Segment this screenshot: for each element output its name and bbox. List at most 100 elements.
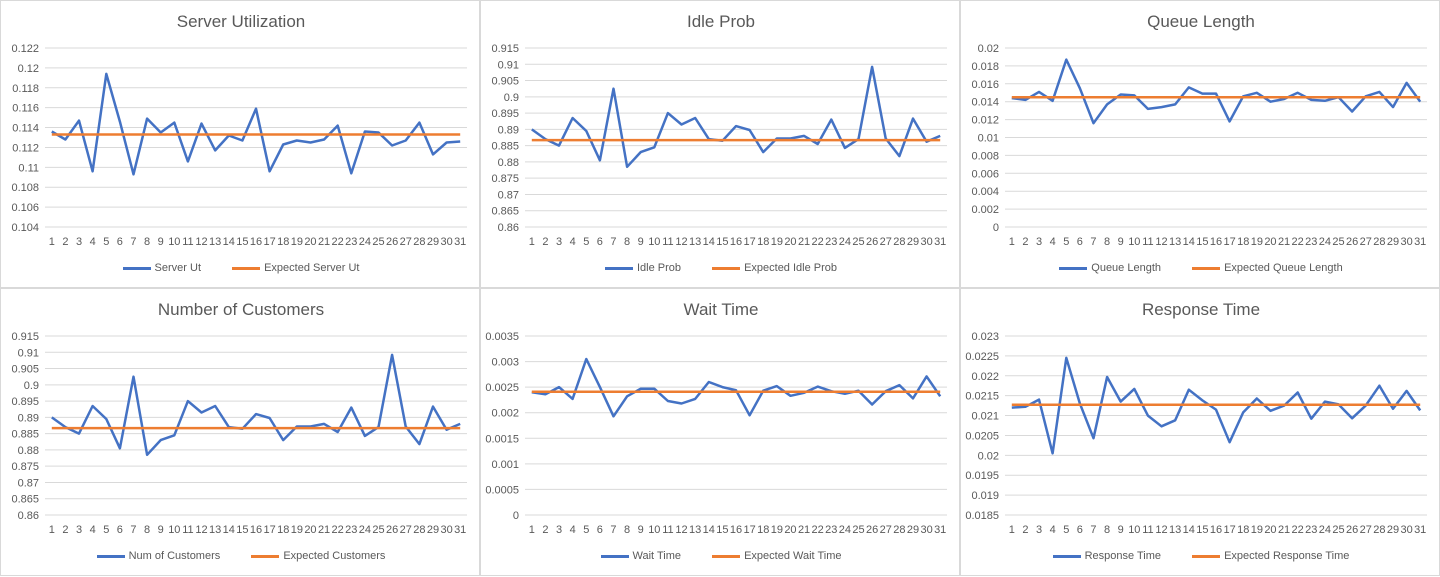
y-tick-label: 0.9 [504, 92, 519, 104]
x-tick-label: 24 [1319, 524, 1331, 536]
legend-entry-actual: Wait Time [600, 550, 682, 562]
x-tick-label: 29 [907, 236, 919, 248]
x-tick-label: 14 [223, 236, 235, 248]
x-tick-label: 2 [1022, 524, 1028, 536]
x-tick-label: 22 [332, 236, 344, 248]
x-tick-label: 31 [454, 236, 466, 248]
x-tick-label: 7 [130, 524, 136, 536]
legend-label: Expected Idle Prob [744, 262, 838, 274]
x-tick-label: 15 [236, 236, 248, 248]
x-tick-label: 1 [1009, 524, 1015, 536]
x-tick-label: 26 [866, 524, 878, 536]
x-tick-label: 31 [934, 524, 946, 536]
x-tick-label: 5 [583, 236, 589, 248]
y-tick-label: 0.018 [971, 61, 999, 73]
chart-legend: Idle Prob Expected Idle Prob [481, 262, 961, 274]
legend-entry-expected: Expected Queue Length [1192, 262, 1343, 274]
x-tick-label: 5 [583, 524, 589, 536]
x-tick-label: 3 [556, 236, 562, 248]
x-tick-label: 6 [1077, 524, 1083, 536]
x-tick-label: 12 [195, 236, 207, 248]
x-tick-label: 24 [1319, 236, 1331, 248]
chart-server-utilization: Server Utilization 0.104 0.106 0.108 0.11 0.… [0, 0, 480, 288]
x-tick-label: 20 [784, 524, 796, 536]
x-tick-label: 26 [1346, 236, 1358, 248]
legend-label: Num of Customers [128, 550, 221, 562]
x-tick-label: 18 [277, 236, 289, 248]
x-tick-label: 12 [1155, 236, 1167, 248]
x-tick-label: 22 [812, 236, 824, 248]
x-tick-label: 9 [1118, 524, 1124, 536]
legend-label: Wait Time [632, 550, 682, 562]
x-tick-label: 29 [1387, 524, 1399, 536]
x-tick-label: 25 [372, 236, 384, 248]
x-tick-label: 10 [168, 524, 180, 536]
x-tick-label: 20 [1264, 236, 1276, 248]
x-tick-label: 22 [812, 524, 824, 536]
chart-legend: Response Time Expected Response Time [961, 550, 1440, 562]
chart-queue-length: Queue Length 0 0.002 0.004 0.006 0.008 0.01 0.… [960, 0, 1440, 288]
legend-swatch [1192, 554, 1221, 558]
x-tick-label: 19 [1251, 236, 1263, 248]
x-tick-label: 19 [771, 236, 783, 248]
x-tick-label: 1 [1009, 236, 1015, 248]
x-tick-label: 10 [648, 524, 660, 536]
y-tick-label: 0.885 [11, 429, 39, 441]
x-tick-label: 29 [1387, 236, 1399, 248]
x-tick-label: 10 [1128, 524, 1140, 536]
x-tick-label: 13 [1169, 524, 1181, 536]
x-tick-label: 28 [413, 236, 425, 248]
x-tick-label: 7 [610, 236, 616, 248]
y-tick-label: 0.9 [24, 380, 39, 392]
y-tick-label: 0.895 [11, 396, 39, 408]
y-tick-label: 0.002 [491, 408, 519, 420]
chart-title: Number of Customers [157, 300, 325, 319]
x-tick-label: 5 [1063, 236, 1069, 248]
y-tick-label: 0.905 [491, 76, 519, 88]
x-tick-label: 8 [144, 236, 150, 248]
y-tick-label: 0.875 [11, 461, 39, 473]
x-tick-label: 4 [90, 236, 96, 248]
x-tick-label: 23 [825, 236, 837, 248]
x-tick-label: 7 [610, 524, 616, 536]
x-tick-label: 8 [1104, 236, 1110, 248]
x-tick-label: 28 [1373, 524, 1385, 536]
x-tick-label: 26 [386, 236, 398, 248]
x-tick-label: 11 [662, 524, 673, 536]
x-tick-label: 22 [1292, 524, 1304, 536]
x-tick-label: 7 [1090, 236, 1096, 248]
legend-entry-actual: Idle Prob [604, 262, 681, 274]
chart-plot: 0.0185 0.019 0.0195 0.02 0.0205 0.021 0.0215 0.… [965, 331, 1427, 536]
series-line-actual [531, 357, 942, 418]
y-tick-label: 0.0195 [965, 470, 999, 482]
legend-swatch [604, 266, 633, 270]
x-tick-label: 8 [624, 236, 630, 248]
x-tick-label: 16 [250, 524, 262, 536]
chart-plot: 0 0.002 0.004 0.006 0.008 0.01 0.012 0.014 0.016… [971, 43, 1427, 248]
chart-legend: Wait Time Expected Wait Time [481, 550, 961, 562]
y-tick-label: 0.865 [491, 206, 519, 218]
legend-label: Expected Wait Time [744, 550, 842, 562]
y-tick-label: 0.86 [18, 510, 39, 522]
x-tick-label: 14 [703, 524, 715, 536]
x-tick-label: 1 [529, 524, 535, 536]
chart-number-of-customers: Number of Customers 0.86 0.865 0.87 0.875 0.… [0, 288, 480, 576]
x-tick-label: 12 [1155, 524, 1167, 536]
chart-legend: Num of Customers Expected Customers [1, 550, 481, 562]
x-tick-label: 10 [648, 236, 660, 248]
x-tick-label: 23 [1305, 524, 1317, 536]
x-tick-label: 25 [1332, 236, 1344, 248]
x-tick-label: 6 [1077, 236, 1083, 248]
x-tick-label: 21 [798, 236, 810, 248]
x-tick-label: 15 [716, 236, 728, 248]
x-tick-label: 15 [1196, 236, 1208, 248]
x-tick-label: 18 [1237, 236, 1249, 248]
legend-entry-expected: Expected Idle Prob [712, 262, 837, 274]
x-tick-label: 20 [1264, 524, 1276, 536]
y-tick-label: 0.91 [18, 347, 39, 359]
x-tick-label: 31 [934, 236, 946, 248]
x-tick-label: 3 [1036, 524, 1042, 536]
y-tick-label: 0.0025 [485, 382, 519, 394]
x-tick-label: 2 [62, 236, 68, 248]
y-tick-label: 0.91 [498, 59, 519, 71]
